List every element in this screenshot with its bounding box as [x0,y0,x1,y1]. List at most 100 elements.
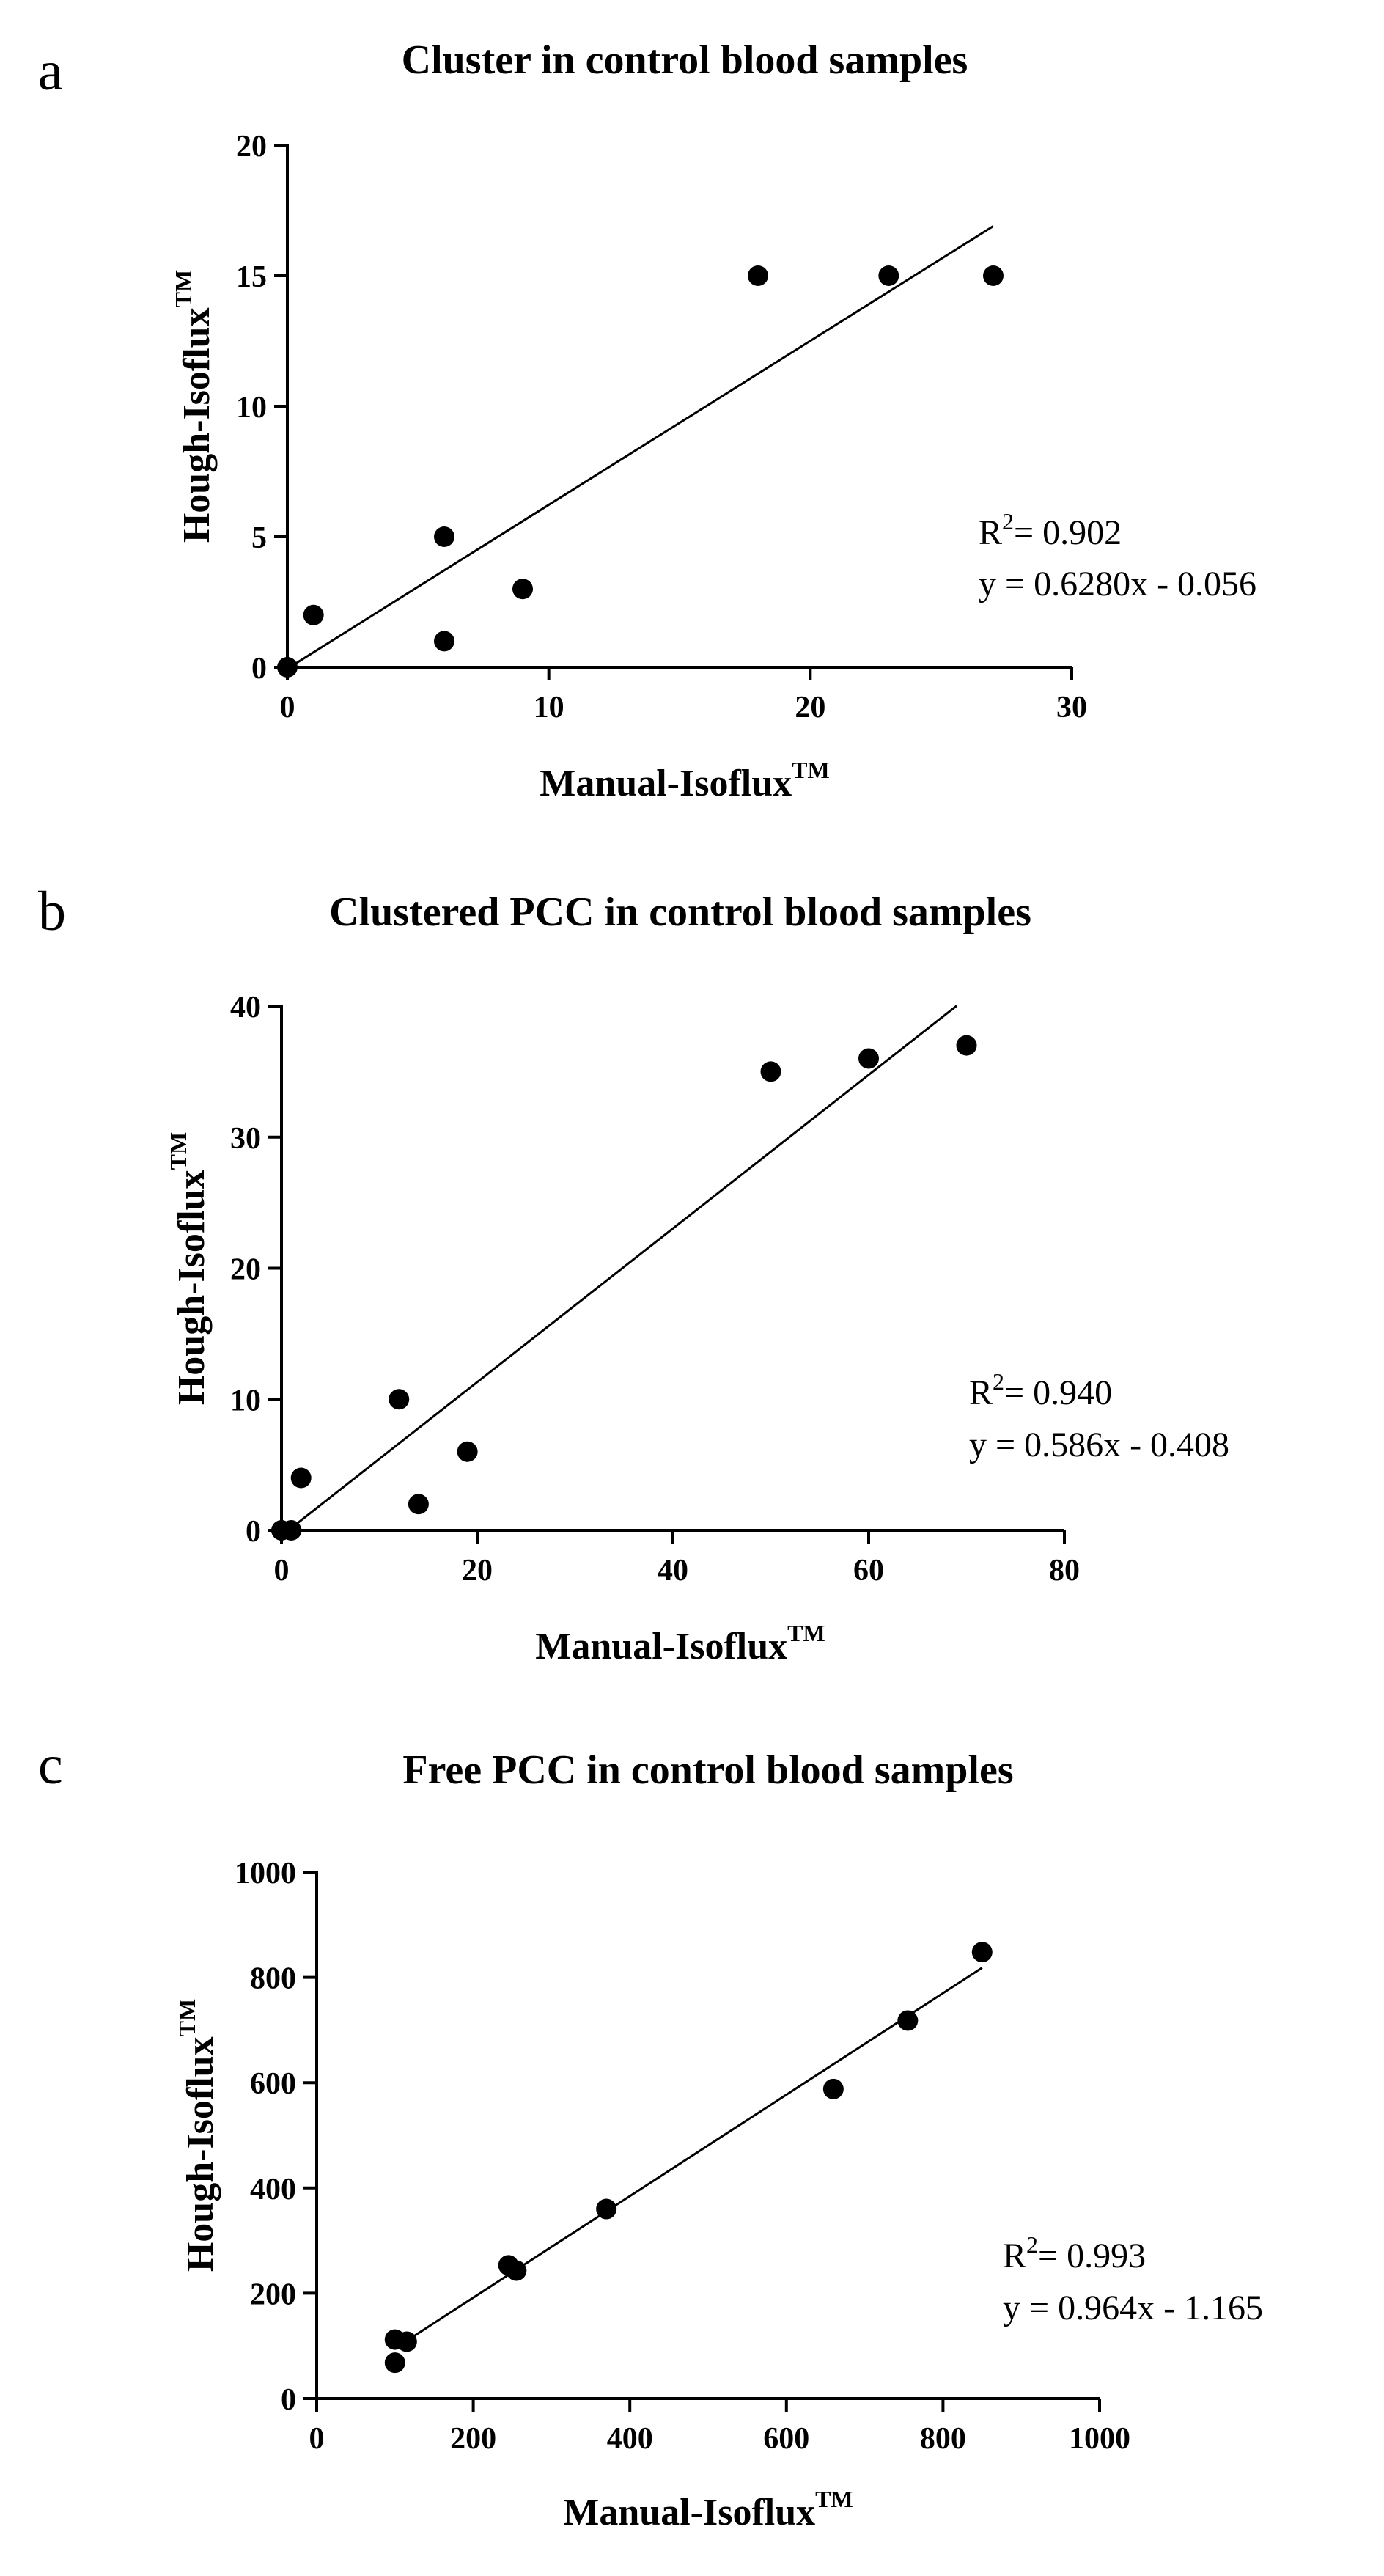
r-squared-value: = 0.902 [1014,513,1122,552]
y-tick-label: 5 [251,521,267,555]
r-squared-symbol: R [969,1373,993,1412]
r-squared-superscript: 2 [993,1368,1004,1395]
y-tick-label: 800 [250,1962,296,1996]
y-axis-label-superscript: TM [170,270,196,308]
y-axis-label-text: Hough-Isoflux [176,307,218,543]
data-point [384,2352,405,2374]
x-axis-label-superscript: TM [787,1620,825,1646]
r-squared-value: = 0.940 [1004,1373,1112,1412]
y-axis-label: Hough-IsofluxTM [170,270,218,543]
data-point [434,631,454,652]
data-point [748,265,768,286]
y-axis-label-text: Hough-Isoflux [180,2036,221,2272]
r-squared-superscript: 2 [1002,508,1014,535]
data-point [396,2331,417,2352]
x-axis-label-superscript: TM [815,2486,853,2512]
y-tick-label: 10 [230,1384,261,1417]
x-tick-label: 0 [309,2422,325,2456]
y-tick-label: 0 [281,2383,296,2417]
x-axis-label-superscript: TM [792,757,830,783]
data-point [512,579,533,600]
y-tick-label: 0 [246,1515,261,1549]
regression-line [394,1967,983,2349]
data-point [290,1467,312,1489]
x-tick-label: 200 [450,2422,496,2456]
y-tick-label: 20 [236,130,267,164]
data-point [822,2078,844,2099]
x-axis-label: Manual-IsofluxTM [540,757,829,804]
y-tick-label: 40 [230,991,261,1024]
y-tick-label: 30 [230,1122,261,1156]
x-tick-label: 10 [534,691,564,724]
y-tick-label: 200 [250,2278,296,2311]
data-point [457,1441,478,1462]
x-axis-label: Manual-IsofluxTM [535,1620,825,1667]
chart-title: Clustered PCC in control blood samples [329,889,1031,935]
regression-equation: y = 0.586x - 0.408 [969,1425,1229,1464]
y-axis-label: Hough-IsofluxTM [165,1132,213,1405]
chart-title: Free PCC in control blood samples [402,1747,1013,1793]
data-point [956,1035,977,1056]
y-axis-label-superscript: TM [165,1132,191,1170]
y-axis-label-superscript: TM [174,1999,200,2037]
r-squared-annotation: R2= 0.940 [969,1368,1112,1412]
regression-equation: y = 0.6280x - 0.056 [979,565,1256,603]
data-point [389,1389,410,1410]
y-tick-label: 600 [250,2067,296,2101]
data-point [878,265,899,286]
data-point [760,1061,781,1082]
data-point [506,2260,527,2281]
data-point [596,2198,617,2220]
data-point [277,657,298,678]
x-axis-label-text: Manual-Isoflux [535,1626,787,1667]
x-tick-label: 0 [274,1554,290,1588]
data-point [858,1048,879,1069]
y-tick-label: 15 [236,260,267,294]
x-tick-label: 20 [795,691,825,724]
r-squared-symbol: R [1003,2236,1026,2275]
x-tick-label: 20 [462,1554,493,1588]
data-point [303,604,324,625]
data-point [971,1942,993,1963]
data-point [408,1494,429,1515]
panel-letter: a [38,40,63,102]
x-tick-label: 400 [607,2422,653,2456]
r-squared-superscript: 2 [1026,2231,1038,2258]
data-point [281,1520,302,1541]
regression-line [287,225,994,670]
r-squared-value: = 0.993 [1038,2236,1146,2275]
data-point [983,265,1004,286]
y-tick-label: 1000 [235,1857,296,1890]
x-axis-label: Manual-IsofluxTM [563,2486,853,2533]
r-squared-annotation: R2= 0.993 [1003,2231,1146,2275]
y-tick-label: 10 [236,391,267,425]
x-tick-label: 800 [920,2422,966,2456]
x-tick-label: 40 [658,1554,688,1588]
data-point [897,2010,919,2031]
chart-title: Cluster in control blood samples [402,37,968,83]
y-tick-label: 400 [250,2173,296,2206]
chart-panel-b: b Clustered PCC in control blood samples 0… [38,881,1229,1667]
panel-letter: b [38,881,66,942]
x-axis-label-text: Manual-Isoflux [540,763,792,804]
x-tick-label: 80 [1049,1554,1080,1588]
r-squared-symbol: R [979,513,1002,552]
x-tick-label: 600 [763,2422,809,2456]
data-point [434,526,454,547]
y-tick-label: 0 [251,652,267,686]
y-axis-label: Hough-IsofluxTM [174,1999,221,2272]
x-tick-label: 1000 [1069,2422,1130,2456]
y-tick-label: 20 [230,1253,261,1287]
x-tick-label: 0 [280,691,295,724]
x-tick-label: 60 [853,1554,884,1588]
r-squared-annotation: R2= 0.902 [979,508,1122,552]
x-axis-label-text: Manual-Isoflux [563,2492,815,2533]
regression-equation: y = 0.964x - 1.165 [1003,2289,1263,2327]
y-axis-label-text: Hough-Isoflux [171,1170,213,1405]
panel-letter: c [38,1734,63,1796]
regression-line [281,1005,958,1537]
chart-panel-c: c Free PCC in control blood samples 0 200 40… [38,1734,1263,2533]
x-tick-label: 30 [1056,691,1087,724]
